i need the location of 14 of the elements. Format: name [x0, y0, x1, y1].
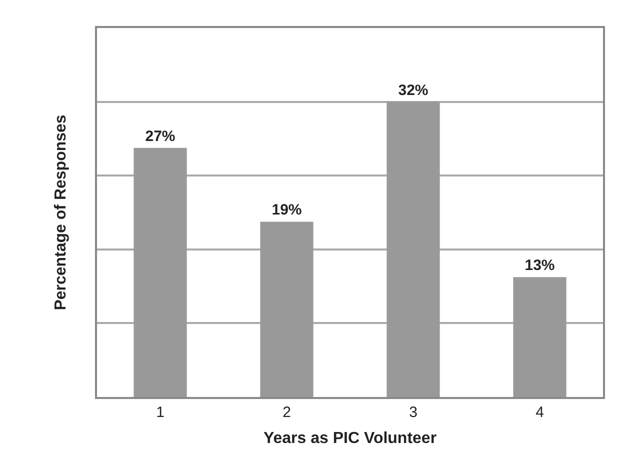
data-label: 19% [272, 202, 302, 219]
bar [260, 222, 314, 397]
y-axis-title: Percentage of Responses [52, 114, 70, 310]
x-tick-label: 2 [282, 404, 291, 421]
data-label: 27% [145, 128, 176, 145]
data-label: 32% [398, 82, 428, 99]
data-label: 13% [524, 257, 555, 274]
bar [386, 102, 440, 397]
x-tick-label: 3 [409, 404, 418, 421]
bar [134, 148, 187, 397]
bar [513, 277, 566, 397]
x-axis-title: Years as PIC Volunteer [263, 430, 437, 447]
x-tick-label: 4 [536, 404, 544, 421]
x-tick-label: 1 [156, 404, 164, 421]
